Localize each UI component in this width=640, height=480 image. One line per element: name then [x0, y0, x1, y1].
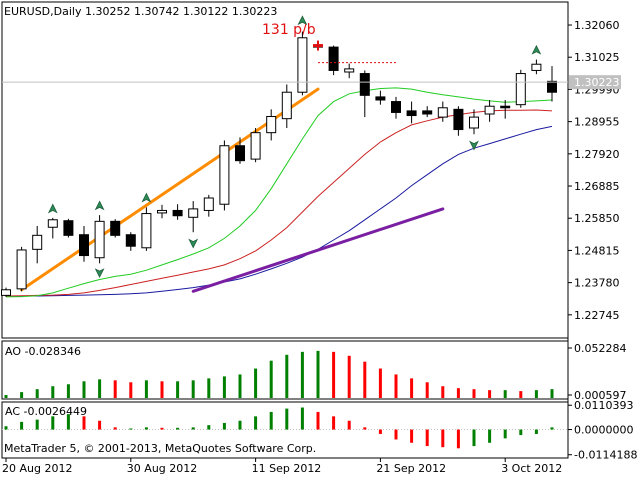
candle-bull [141, 213, 152, 249]
candle-bull [531, 63, 542, 71]
candle-bull [281, 91, 292, 120]
candle-bull [469, 116, 479, 129]
x-tick-label: 3 Oct 2012 [501, 462, 562, 475]
candle-bull [157, 209, 167, 214]
candle-bull [250, 132, 261, 160]
candle-bull [266, 115, 277, 134]
candle-bear [110, 220, 121, 236]
ma-mid-line [5, 109, 553, 297]
ma-fast-line [5, 87, 553, 298]
candle-bull [219, 145, 230, 205]
ao-panel-frame [1, 340, 569, 400]
candle-bear [63, 220, 74, 236]
candle-bear [375, 96, 386, 101]
candle-bear [172, 209, 183, 217]
fractal-up-arrow [297, 15, 308, 26]
fractal-up-arrow [141, 192, 152, 203]
candle-bull [1, 289, 11, 296]
y-tick-label: 1.23780 [574, 277, 620, 290]
copyright-text: MetaTrader 5, © 2001-2013, MetaQuotes So… [4, 442, 317, 455]
ma-slow-line [6, 125, 553, 297]
candle-bull [32, 234, 43, 250]
current-price-box [569, 75, 621, 90]
ao-y-tick-label: 0.052284 [574, 342, 627, 355]
candle-bear [235, 145, 245, 162]
y-tick-label: 1.32060 [574, 19, 620, 32]
y-tick-label: 1.26885 [574, 180, 620, 193]
candle-bear [547, 80, 557, 93]
ac-label: AC -0.0026449 [5, 405, 87, 418]
candle-bear [453, 108, 464, 131]
candle-bear [359, 73, 370, 96]
ac-y-tick-label: 0.0110393 [574, 399, 634, 412]
y-tick-label: 1.27920 [574, 148, 620, 161]
candle-bull [515, 73, 526, 106]
ao-label: AO -0.028346 [5, 345, 81, 358]
candle-bull [94, 220, 105, 259]
purple-trendline [191, 207, 445, 293]
fractal-down-arrow [188, 238, 199, 249]
symbol-header: EURUSD,Daily 1.30252 1.30742 1.30122 1.3… [4, 5, 277, 18]
candle-bear [406, 110, 417, 117]
fractal-up-arrow [47, 203, 58, 214]
fractal-down-arrow [469, 140, 479, 151]
x-tick-label: 30 Aug 2012 [127, 462, 197, 475]
candle-bear [500, 105, 511, 109]
profit-label: 131 p/b [262, 22, 316, 38]
fractal-down-arrow [94, 268, 105, 279]
y-tick-label: 1.24815 [574, 244, 620, 257]
x-tick-label: 11 Sep 2012 [252, 462, 322, 475]
ao-y-tick-label: 0.000597 [574, 389, 627, 402]
x-tick-label: 21 Sep 2012 [376, 462, 446, 475]
main-panel-frame [1, 1, 569, 339]
candle-bull [344, 68, 355, 73]
candle-bear [125, 234, 136, 247]
fractal-up-arrow [94, 200, 105, 211]
ac-y-tick-label: 0.0000000 [574, 424, 634, 437]
candle-bear [391, 101, 401, 113]
y-tick-label: 1.31025 [574, 51, 620, 64]
candle-bull [47, 219, 58, 228]
x-tick-label: 20 Aug 2012 [2, 462, 72, 475]
candle-bull [297, 37, 308, 93]
current-price-label: 1.30223 [574, 76, 620, 89]
fractal-up-arrow [531, 44, 542, 55]
candle-bear [328, 46, 339, 71]
candle-bull [437, 107, 448, 118]
y-tick-label: 1.25850 [574, 212, 620, 225]
candle-bull [16, 249, 27, 290]
y-tick-label: 1.28955 [574, 116, 620, 129]
candle-bear [79, 234, 89, 257]
y-tick-label: 1.22745 [574, 309, 620, 322]
candle-bull [188, 208, 199, 218]
candle-bear [422, 110, 433, 115]
candle-bull [203, 197, 214, 211]
candle-bull [484, 105, 495, 115]
ac-y-tick-label: -0.0114188 [574, 449, 637, 462]
